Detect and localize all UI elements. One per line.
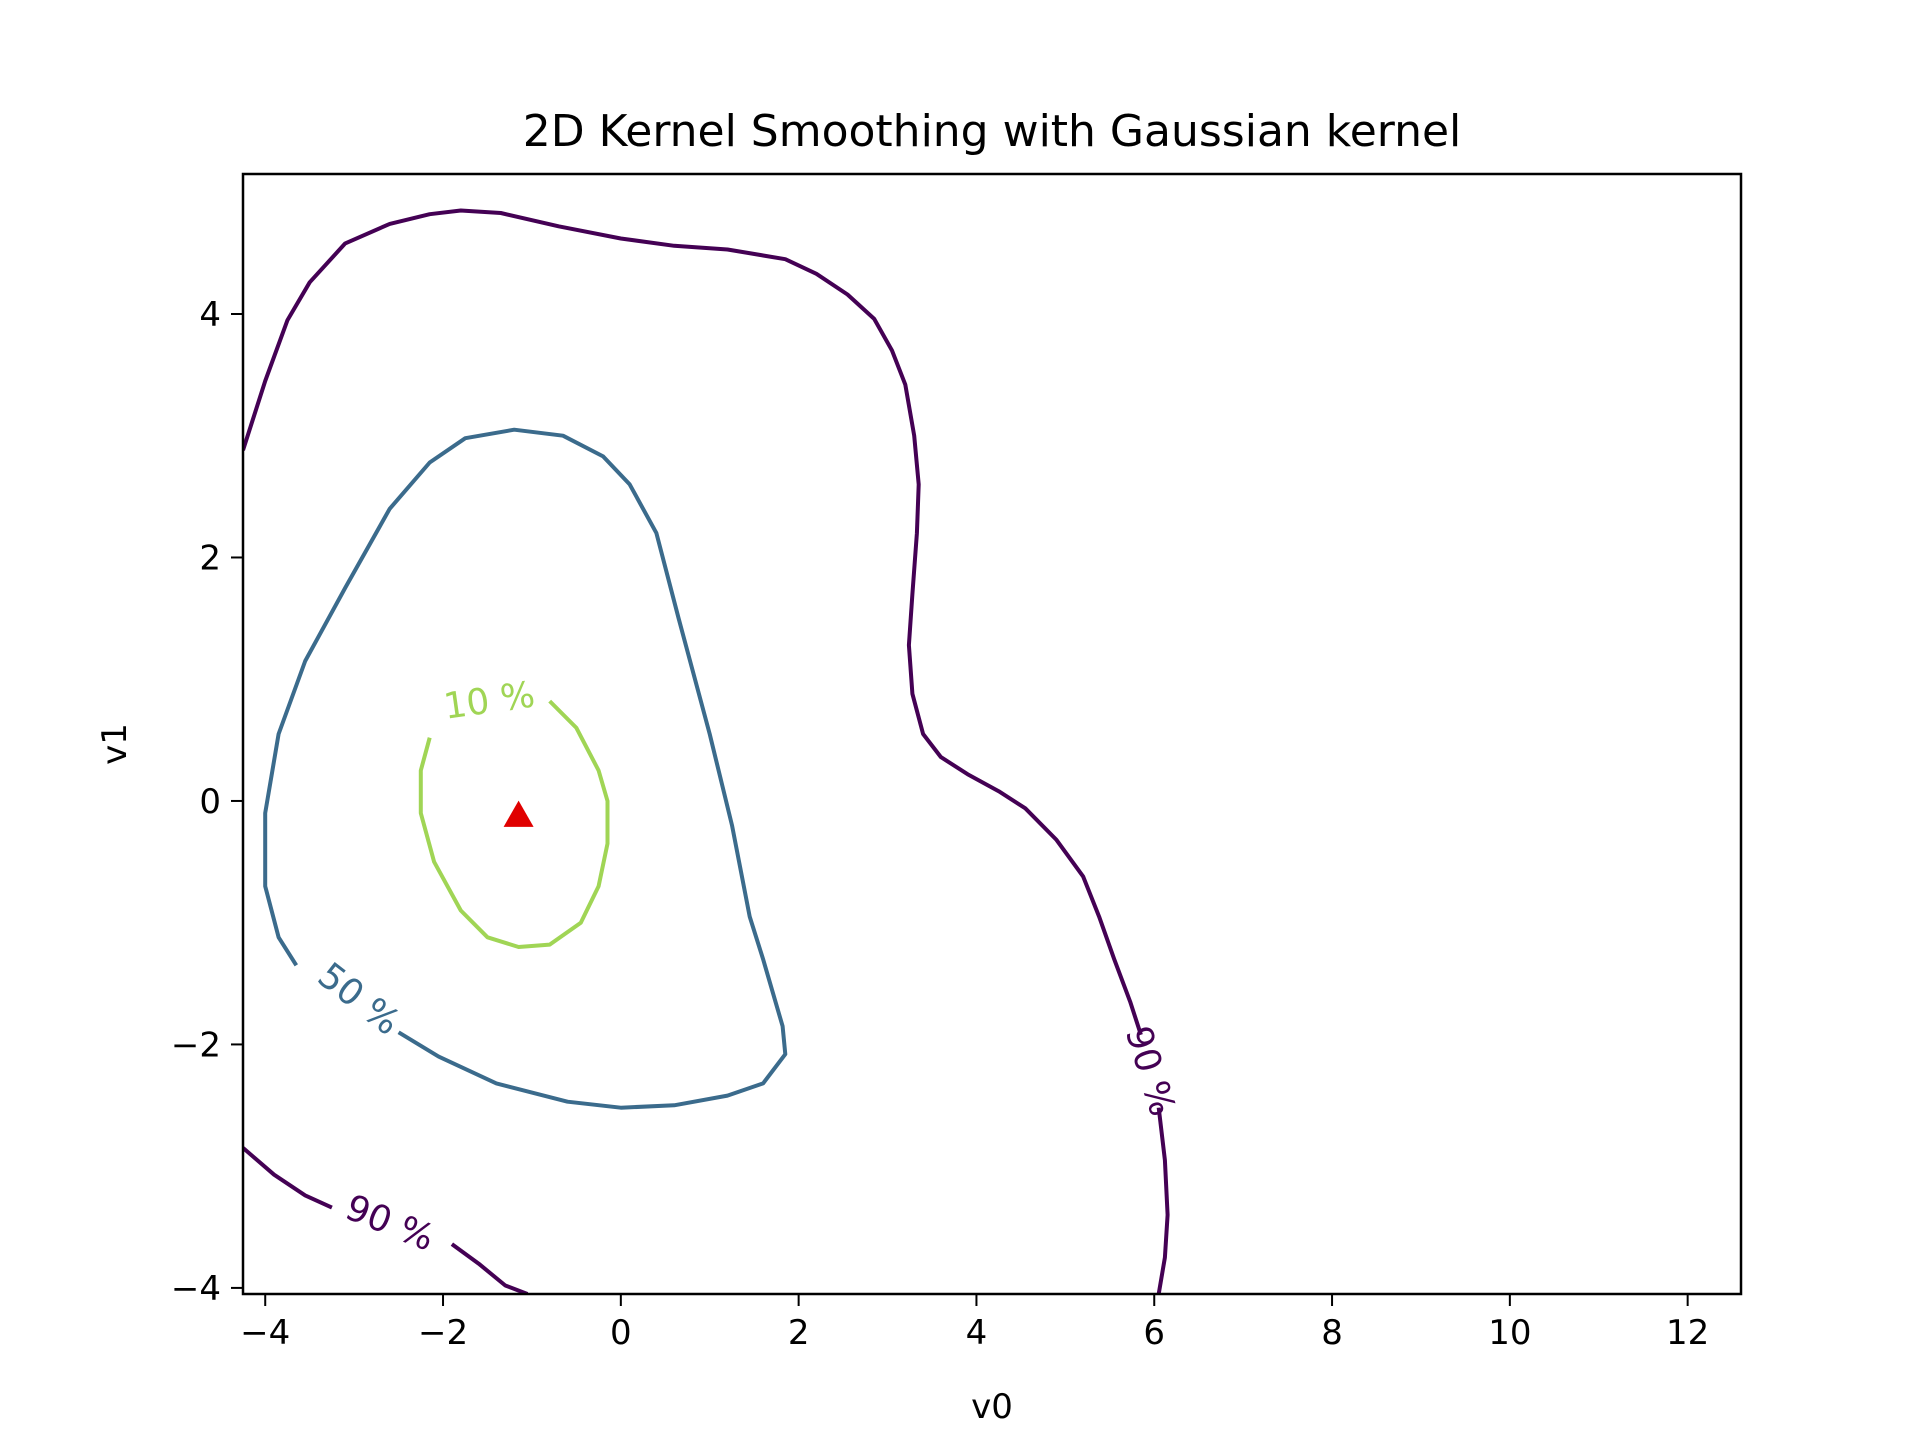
x-tick-label: 0 xyxy=(610,1313,632,1353)
y-tick-label: −4 xyxy=(171,1269,221,1309)
plot-frame xyxy=(241,172,1743,1296)
chart-title: 2D Kernel Smoothing with Gaussian kernel xyxy=(523,106,1462,157)
x-tick-label: 12 xyxy=(1666,1313,1709,1353)
x-tick-label: −4 xyxy=(240,1313,290,1353)
y-tick-label: −2 xyxy=(171,1025,221,1065)
x-tick-label: 6 xyxy=(1143,1313,1165,1353)
y-tick-label: 2 xyxy=(199,538,221,578)
x-axis: −4 −2 0 2 4 6 8 10 12 xyxy=(240,1294,1709,1353)
y-axis-label: v1 xyxy=(95,723,135,765)
y-axis: −4 −2 0 2 4 xyxy=(171,295,243,1309)
contour-line xyxy=(263,427,788,1110)
x-tick-label: 8 xyxy=(1321,1313,1343,1353)
y-tick-label: 4 xyxy=(199,295,221,335)
x-tick-label: 4 xyxy=(966,1313,988,1353)
x-tick-label: −2 xyxy=(418,1313,468,1353)
contour-line xyxy=(1156,1107,1170,1294)
x-tick-label: 10 xyxy=(1488,1313,1531,1353)
x-axis-label: v0 xyxy=(971,1387,1013,1427)
contour-line xyxy=(243,208,1143,1036)
contour-line xyxy=(418,699,610,949)
y-tick-label: 0 xyxy=(199,782,221,822)
contour-line xyxy=(450,1242,529,1294)
mode-marker xyxy=(503,800,534,827)
x-tick-label: 2 xyxy=(788,1313,810,1353)
contour-line xyxy=(243,1146,333,1210)
